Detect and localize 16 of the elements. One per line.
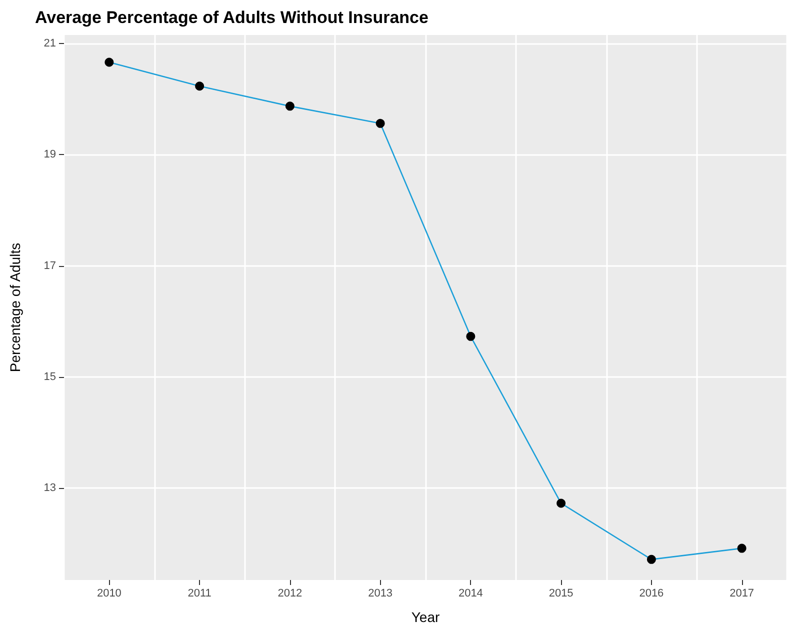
y-tick-label: 15 xyxy=(44,371,56,384)
y-tick-label: 19 xyxy=(44,148,56,161)
y-tick-label: 17 xyxy=(44,260,56,272)
x-tick-label: 2014 xyxy=(458,588,483,600)
x-tick-label: 2011 xyxy=(188,588,212,600)
x-tick-label: 2016 xyxy=(639,588,664,600)
y-axis-title: Percentage of Adults xyxy=(7,242,23,372)
chart-title: Average Percentage of Adults Without Insurance xyxy=(35,8,428,27)
x-tick-label: 2013 xyxy=(368,588,393,600)
x-tick-label: 2012 xyxy=(278,588,302,600)
y-tick-label: 13 xyxy=(44,482,56,494)
x-tick-label: 2010 xyxy=(96,588,122,600)
x-axis-title: Year xyxy=(411,609,440,625)
y-tick-label: 21 xyxy=(44,37,56,50)
x-tick-label: 2017 xyxy=(730,588,754,600)
x-tick-label: 2015 xyxy=(548,588,574,600)
